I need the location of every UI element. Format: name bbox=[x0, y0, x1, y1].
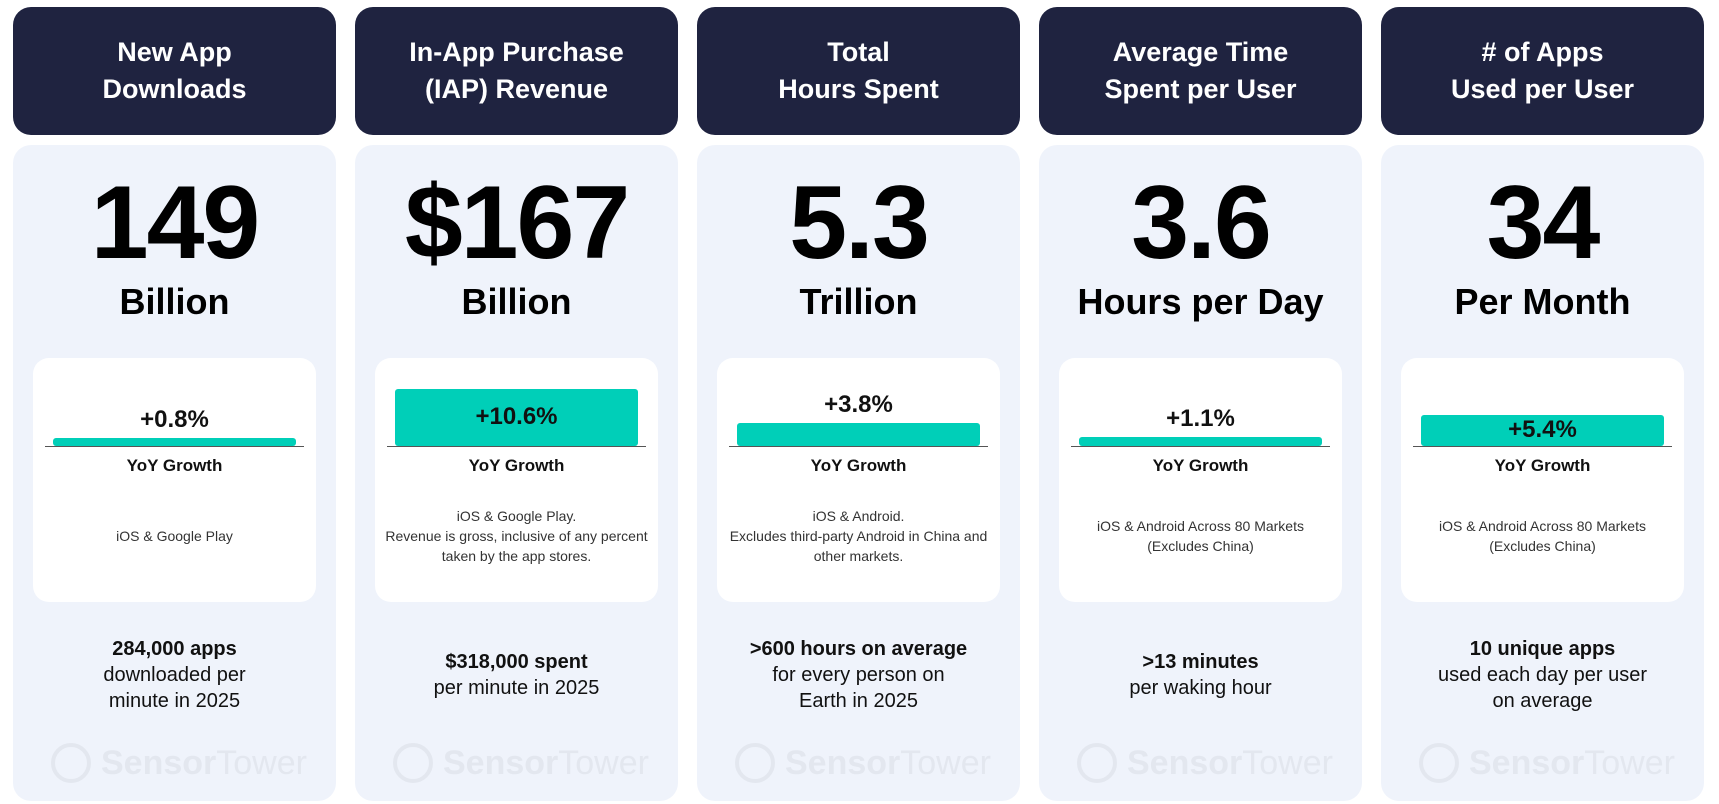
growth-percent: +3.8% bbox=[824, 391, 893, 418]
card-body: 34 Per Month +5.4% YoY Growth iOS & Andr… bbox=[1381, 145, 1704, 801]
footer-bold: 10 unique apps bbox=[1469, 638, 1616, 660]
footer-bold: >13 minutes bbox=[1142, 651, 1259, 673]
growth-bar bbox=[1421, 415, 1664, 446]
sensor-tower-logo-icon bbox=[1419, 743, 1459, 783]
growth-baseline bbox=[387, 446, 646, 447]
metric-card: # of Apps Used per User 34 Per Month +5.… bbox=[1381, 7, 1704, 802]
growth-bar bbox=[53, 438, 296, 446]
footer-text: per minute in 2025 bbox=[433, 677, 600, 699]
footer-bold: 284,000 apps bbox=[112, 638, 237, 660]
card-title: # of Apps Used per User bbox=[1381, 7, 1704, 135]
growth-bar bbox=[395, 389, 638, 446]
growth-baseline bbox=[45, 446, 304, 447]
footer-text: for every person on Earth in 2025 bbox=[772, 664, 945, 712]
sensor-tower-logo-icon bbox=[1077, 743, 1117, 783]
growth-box: +5.4% YoY Growth iOS & Android Across 80… bbox=[1401, 358, 1684, 602]
card-title: Total Hours Spent bbox=[697, 7, 1020, 135]
logo-part1: Sensor bbox=[1469, 743, 1585, 782]
footer-note: 284,000 apps downloaded per minute in 20… bbox=[13, 625, 336, 725]
growth-description: iOS & Google Play bbox=[116, 527, 233, 544]
metric-card: Average Time Spent per User 3.6 Hours pe… bbox=[1039, 7, 1362, 802]
growth-label: YoY Growth bbox=[126, 456, 223, 475]
sensor-tower-logo: Sensor Tower bbox=[735, 743, 991, 783]
growth-box: +1.1% YoY Growth iOS & Android Across 80… bbox=[1059, 358, 1342, 602]
card-body: 5.3 Trillion +3.8% YoY Growth iOS & Andr… bbox=[697, 145, 1020, 801]
growth-bar bbox=[737, 423, 980, 446]
logo-part2: Tower bbox=[900, 743, 991, 782]
growth-percent: +10.6% bbox=[475, 402, 558, 430]
logo-part2: Tower bbox=[216, 743, 307, 782]
logo-part2: Tower bbox=[558, 743, 649, 782]
sensor-tower-logo-icon bbox=[51, 743, 91, 783]
growth-description: iOS & Google Play. Revenue is gross, inc… bbox=[385, 507, 648, 564]
metric-value: 3.6 bbox=[1131, 165, 1272, 281]
metric-unit: Billion bbox=[461, 281, 572, 322]
metric-unit: Per Month bbox=[1454, 281, 1631, 322]
growth-baseline bbox=[1071, 446, 1330, 447]
metric-value: 5.3 bbox=[789, 165, 930, 281]
metric-value: 149 bbox=[90, 165, 261, 281]
footer-text: used each day per user on average bbox=[1437, 664, 1648, 712]
footer-note: >600 hours on average for every person o… bbox=[697, 625, 1020, 725]
growth-description: iOS & Android. Excludes third-party Andr… bbox=[729, 507, 988, 564]
metric-unit: Billion bbox=[119, 281, 230, 322]
metric-unit: Trillion bbox=[799, 281, 918, 322]
sensor-tower-logo: Sensor Tower bbox=[1419, 743, 1675, 783]
metric-unit: Hours per Day bbox=[1077, 281, 1324, 322]
metric-card: Total Hours Spent 5.3 Trillion +3.8% YoY… bbox=[697, 7, 1020, 802]
growth-box: +0.8% YoY Growth iOS & Google Play bbox=[33, 358, 316, 602]
card-body: 149 Billion +0.8% YoY Growth iOS & Googl… bbox=[13, 145, 336, 801]
growth-percent: +1.1% bbox=[1166, 404, 1235, 432]
sensor-tower-logo-icon bbox=[735, 743, 775, 783]
growth-label: YoY Growth bbox=[1152, 456, 1249, 475]
growth-baseline bbox=[729, 446, 988, 447]
metric-card: New App Downloads 149 Billion +0.8% YoY … bbox=[13, 7, 336, 802]
growth-percent: +5.4% bbox=[1508, 415, 1577, 443]
metric-value: $167 bbox=[404, 165, 630, 281]
logo-part1: Sensor bbox=[101, 743, 217, 782]
metric-value: 34 bbox=[1486, 165, 1601, 281]
footer-text: downloaded per minute in 2025 bbox=[103, 664, 246, 712]
sensor-tower-logo: Sensor Tower bbox=[51, 743, 307, 783]
logo-part2: Tower bbox=[1584, 743, 1675, 782]
footer-bold: $318,000 spent bbox=[445, 651, 588, 673]
growth-bar bbox=[1079, 436, 1322, 446]
footer-note: $318,000 spent per minute in 2025 bbox=[355, 625, 678, 725]
footer-note: >13 minutes per waking hour bbox=[1039, 625, 1362, 725]
logo-part1: Sensor bbox=[1127, 743, 1243, 782]
footer-text: per waking hour bbox=[1129, 677, 1272, 699]
card-title: Average Time Spent per User bbox=[1039, 7, 1362, 135]
growth-box: +3.8% YoY Growth iOS & Android. Excludes… bbox=[717, 358, 1000, 602]
logo-part1: Sensor bbox=[785, 743, 901, 782]
growth-baseline bbox=[1413, 446, 1672, 447]
logo-part1: Sensor bbox=[443, 743, 559, 782]
metric-card: In-App Purchase (IAP) Revenue $167 Billi… bbox=[355, 7, 678, 802]
footer-bold: >600 hours on average bbox=[749, 638, 968, 660]
logo-part2: Tower bbox=[1242, 743, 1333, 782]
card-body: 3.6 Hours per Day +1.1% YoY Growth iOS &… bbox=[1039, 145, 1362, 801]
sensor-tower-logo: Sensor Tower bbox=[1077, 743, 1333, 783]
growth-percent: +0.8% bbox=[140, 406, 209, 433]
growth-label: YoY Growth bbox=[1494, 456, 1591, 475]
card-title: In-App Purchase (IAP) Revenue bbox=[355, 7, 678, 135]
card-body: $167 Billion +10.6% YoY Growth iOS & Goo… bbox=[355, 145, 678, 801]
sensor-tower-logo: Sensor Tower bbox=[393, 743, 649, 783]
sensor-tower-logo-icon bbox=[393, 743, 433, 783]
card-title: New App Downloads bbox=[13, 7, 336, 135]
growth-label: YoY Growth bbox=[810, 456, 907, 475]
growth-label: YoY Growth bbox=[468, 456, 565, 475]
growth-description: iOS & Android Across 80 Markets (Exclude… bbox=[1439, 517, 1646, 554]
growth-box: +10.6% YoY Growth iOS & Google Play. Rev… bbox=[375, 358, 658, 602]
footer-note: 10 unique apps used each day per user on… bbox=[1381, 625, 1704, 725]
growth-description: iOS & Android Across 80 Markets (Exclude… bbox=[1097, 517, 1304, 554]
